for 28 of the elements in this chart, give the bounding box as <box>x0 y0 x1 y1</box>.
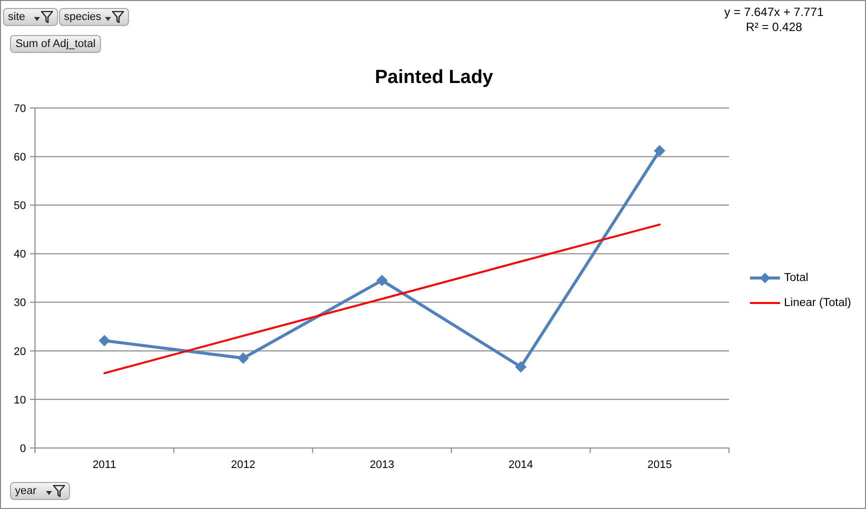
y-tick-label: 30 <box>14 297 26 310</box>
point <box>515 361 526 372</box>
y-tick-label: 0 <box>20 442 26 455</box>
y-tick-label: 60 <box>14 151 26 164</box>
field-button: species <box>59 8 129 26</box>
text: R² = 0.428 <box>744 20 804 34</box>
chart-title: Painted Lady <box>374 67 494 89</box>
x-tick-label: 2012 <box>230 459 256 471</box>
x-tick-label: 2015 <box>647 459 672 471</box>
point <box>376 274 388 286</box>
y-tick-label: 50 <box>14 200 26 212</box>
text: y = 7.647x + 7.771 <box>723 5 825 19</box>
y-tick-label: 10 <box>14 394 26 406</box>
legend-label: Total <box>784 272 808 284</box>
field-button: site <box>3 8 58 26</box>
x-tick-label: 2011 <box>92 459 116 471</box>
field-button: year <box>10 482 70 500</box>
x-tick-label: 2014 <box>508 459 534 471</box>
field-button: Sum of Adj_total <box>10 35 101 53</box>
point <box>238 352 249 364</box>
x-tick-label: 2013 <box>370 459 394 471</box>
point <box>654 145 666 156</box>
line-series <box>103 224 661 374</box>
y-tick-label: 70 <box>14 102 26 115</box>
legend-label: Linear (Total) <box>784 297 852 309</box>
point <box>98 335 110 346</box>
y-tick-label: 40 <box>14 248 26 261</box>
y-tick-label: 20 <box>14 346 26 358</box>
